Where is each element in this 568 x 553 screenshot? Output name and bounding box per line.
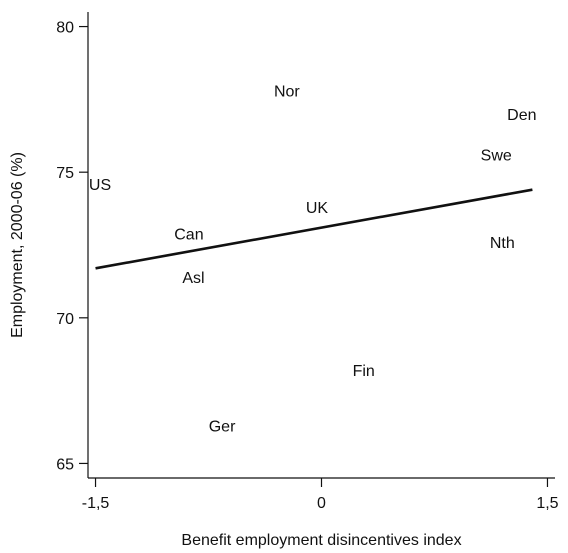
y-tick-label: 65 <box>56 456 74 473</box>
x-tick-label: 1,5 <box>536 495 558 512</box>
x-axis-title: Benefit employment disincentives index <box>181 532 461 549</box>
y-axis-title: Employment, 2000-06 (%) <box>9 152 26 338</box>
point-label-asl: Asl <box>182 270 204 287</box>
point-label-us: US <box>89 177 111 194</box>
point-label-nor: Nor <box>274 84 300 101</box>
point-labels: US Nor Den Swe UK Can Nth Asl Fin Ger <box>89 84 537 436</box>
x-tick-label: -1,5 <box>82 495 110 512</box>
ticks: 65 70 75 80 -1,5 0 1,5 <box>56 20 558 512</box>
y-tick-label: 70 <box>56 311 74 328</box>
point-label-can: Can <box>174 226 203 243</box>
y-tick-label: 80 <box>56 20 74 37</box>
fit-line <box>95 188 533 270</box>
point-label-den: Den <box>507 107 536 124</box>
point-label-fin: Fin <box>353 363 375 380</box>
point-label-swe: Swe <box>481 148 512 165</box>
point-label-uk: UK <box>306 200 329 217</box>
point-label-nth: Nth <box>490 235 515 252</box>
y-tick-label: 75 <box>56 165 74 182</box>
point-label-ger: Ger <box>209 419 236 436</box>
axes <box>87 12 555 479</box>
x-tick-label: 0 <box>317 495 326 512</box>
